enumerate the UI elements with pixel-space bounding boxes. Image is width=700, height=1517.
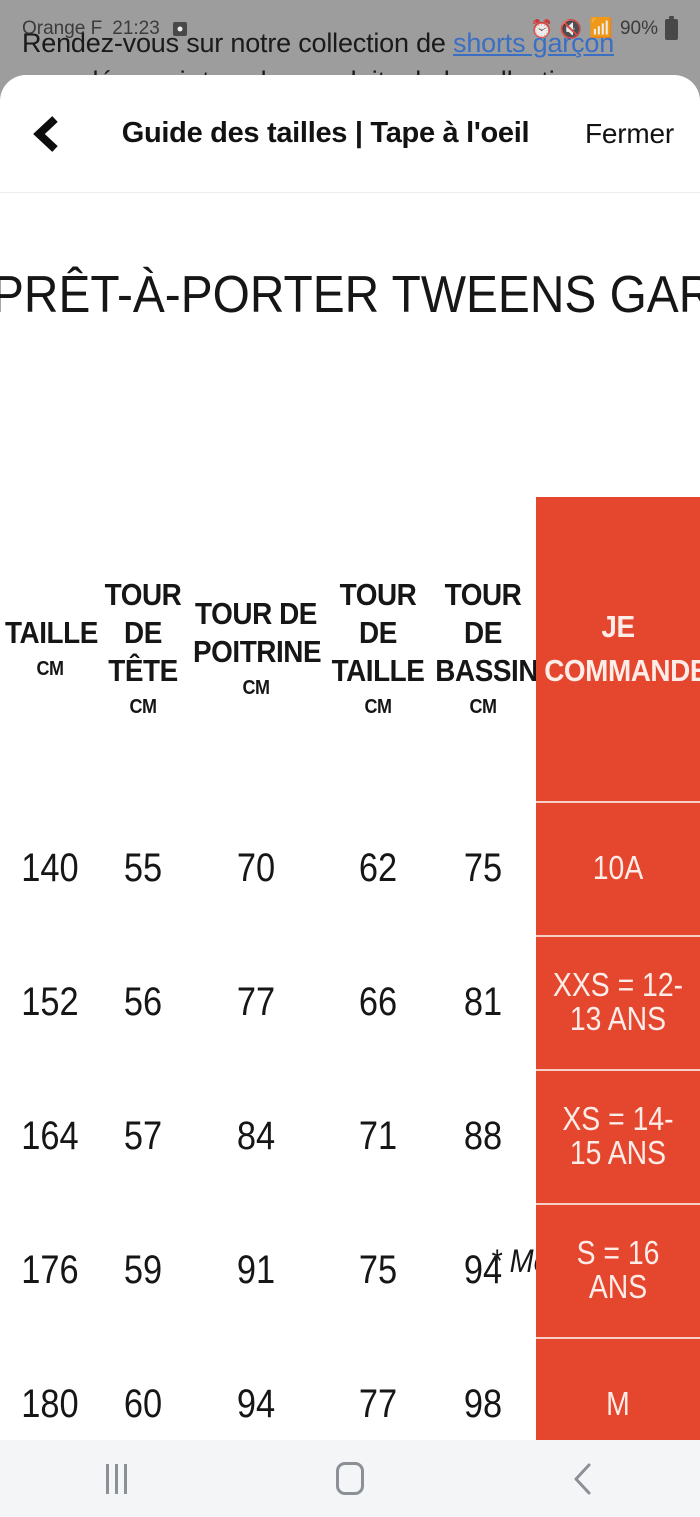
cell-tour-de-tete: 57 (123, 1114, 163, 1158)
backdrop-paragraph-line1: Rendez-vous sur notre collection de shor… (22, 22, 700, 64)
cell-tour-de-tete: 56 (123, 980, 163, 1024)
header-unit: CM (129, 696, 157, 718)
table-row: 180 60 94 77 98 M (0, 1337, 700, 1440)
cell-taille: 180 (21, 1382, 79, 1426)
header-label: TAILLE (5, 615, 98, 650)
cell-tour-de-taille: 71 (358, 1114, 398, 1158)
size-guide-content: PRÊT-À-PORTER TWEENS GARÇON TAILLE CM TO… (0, 193, 700, 1440)
table-header-row: TAILLE CM TOUR DE TÊTE CM TOUR DE POITRI… (0, 497, 700, 801)
je-commande-column-background (536, 497, 700, 1440)
red-column-separator (536, 1203, 700, 1205)
cell-taille: 152 (21, 980, 79, 1024)
header-cell-je-commande: JE COMMANDE (544, 609, 700, 688)
header-label: TOUR DE TÊTE (104, 577, 182, 688)
cell-tour-de-bassin: 94 (463, 1248, 503, 1292)
cell-tour-de-taille: 62 (358, 846, 398, 890)
backdrop-text-before: Rendez-vous sur notre collection de (22, 28, 454, 58)
shorts-garcon-link[interactable]: shorts garçon (453, 28, 615, 58)
page-title: PRÊT-À-PORTER TWEENS GARÇON (0, 266, 700, 324)
sheet-header: Guide des tailles | Tape à l'oeil Fermer (0, 75, 700, 192)
recents-icon (106, 1463, 128, 1494)
cell-tour-de-poitrine: 84 (236, 1114, 276, 1158)
table-row: 164 57 84 71 88 XS = 14-15 ANS (0, 1069, 700, 1203)
cell-tour-de-poitrine: 77 (236, 980, 276, 1024)
header-cell-taille: TAILLE CM (5, 614, 98, 684)
home-button[interactable] (233, 1440, 466, 1517)
header-unit: CM (364, 696, 392, 718)
back-button[interactable] (467, 1440, 700, 1517)
red-column-separator (536, 801, 700, 803)
size-guide-sheet: Guide des tailles | Tape à l'oeil Fermer… (0, 75, 700, 1440)
cell-tour-de-taille: 66 (358, 980, 398, 1024)
cell-je-commande[interactable]: M (606, 1385, 630, 1422)
header-cell-tour-de-poitrine: TOUR DE POITRINE CM (193, 595, 322, 703)
android-nav-bar (0, 1440, 700, 1517)
cell-taille: 164 (21, 1114, 79, 1158)
cell-tour-de-bassin: 81 (463, 980, 503, 1024)
red-column-separator (536, 935, 700, 937)
cell-tour-de-poitrine: 94 (236, 1382, 276, 1426)
recents-button[interactable] (0, 1440, 233, 1517)
cell-tour-de-bassin: 98 (463, 1382, 503, 1426)
cell-tour-de-taille: 75 (358, 1248, 398, 1292)
size-table: TAILLE CM TOUR DE TÊTE CM TOUR DE POITRI… (0, 497, 700, 1440)
table-row: 152 56 77 66 81 XXS = 12-13 ANS (0, 935, 700, 1069)
header-label: TOUR DE BASSIN (435, 577, 539, 688)
header-unit: CM (242, 677, 270, 699)
red-column-separator (536, 1337, 700, 1339)
cell-je-commande[interactable]: XXS = 12-13 ANS (552, 966, 684, 1037)
cell-tour-de-bassin: 88 (463, 1114, 503, 1158)
header-divider (0, 192, 700, 193)
header-label: TOUR DE TAILLE (331, 577, 425, 688)
nav-back-icon (574, 1463, 591, 1494)
cell-je-commande[interactable]: S = 16 ANS (576, 1234, 660, 1305)
header-unit: CM (469, 696, 497, 718)
cell-je-commande[interactable]: 10A (592, 849, 644, 886)
header-unit: CM (36, 658, 64, 680)
cell-tour-de-tete: 55 (123, 846, 163, 890)
cell-tour-de-poitrine: 91 (236, 1248, 276, 1292)
header-label: TOUR DE POITRINE (193, 596, 322, 669)
cell-tour-de-taille: 77 (358, 1382, 398, 1426)
table-row: 176 59 91 75 94 S = 16 ANS (0, 1203, 700, 1337)
cell-tour-de-bassin: 75 (463, 846, 503, 890)
sheet-title: Guide des tailles | Tape à l'oeil (121, 117, 530, 149)
close-button[interactable]: Fermer (584, 117, 674, 149)
cell-je-commande[interactable]: XS = 14-15 ANS (562, 1100, 674, 1171)
cell-taille: 176 (21, 1248, 79, 1292)
red-column-separator (536, 1069, 700, 1071)
cell-taille: 140 (21, 846, 79, 890)
home-icon (335, 1462, 364, 1495)
cell-tour-de-poitrine: 70 (236, 846, 276, 890)
cell-tour-de-tete: 60 (123, 1382, 163, 1426)
header-cell-tour-de-bassin: TOUR DE BASSIN CM (435, 576, 538, 722)
header-cell-tour-de-taille: TOUR DE TAILLE CM (331, 576, 425, 722)
table-row: 140 55 70 62 75 10A (0, 801, 700, 935)
cell-tour-de-tete: 59 (123, 1248, 163, 1292)
header-cell-tour-de-tete: TOUR DE TÊTE CM (104, 576, 182, 722)
back-chevron-icon[interactable] (26, 114, 66, 154)
